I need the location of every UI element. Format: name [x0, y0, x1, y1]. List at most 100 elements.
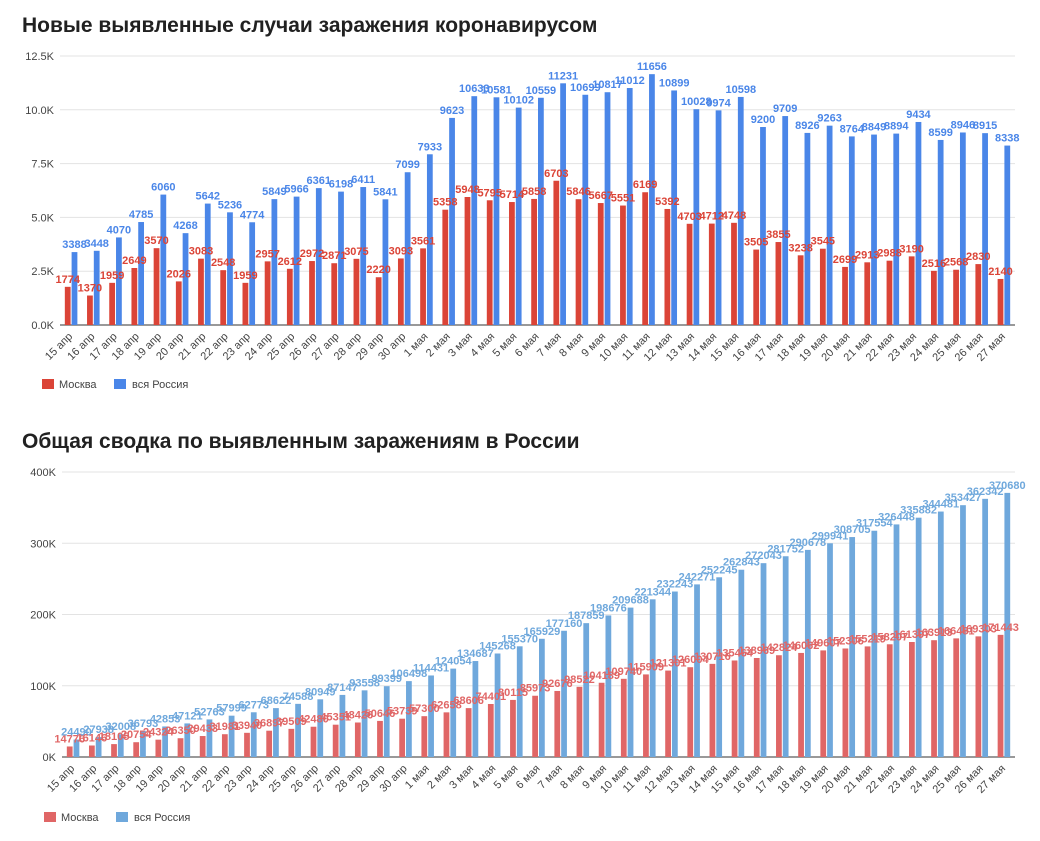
- bar-moscow: [597, 203, 604, 325]
- bar-russia: [138, 222, 145, 325]
- bar-russia: [782, 116, 789, 325]
- bar-russia: [382, 199, 389, 325]
- data-label-russia: 32008: [105, 721, 136, 733]
- data-label-moscow: 26350: [165, 725, 196, 737]
- bar-russia: [516, 646, 523, 757]
- bar-russia: [539, 638, 545, 757]
- bar-moscow: [155, 739, 162, 757]
- data-label-russia: 24490: [61, 727, 92, 739]
- x-tick-label: 5 мая: [492, 763, 521, 792]
- bar-russia: [450, 668, 457, 757]
- bar-moscow: [377, 720, 383, 757]
- data-label-russia: 10699: [570, 82, 601, 94]
- bar-russia: [428, 675, 434, 757]
- bar-russia: [295, 703, 301, 757]
- data-label-moscow: 6703: [544, 168, 568, 180]
- data-label-moscow: 1774: [55, 274, 80, 286]
- data-label-russia: 4785: [129, 209, 153, 221]
- bar-moscow: [353, 258, 360, 325]
- data-label-moscow: 1370: [78, 283, 102, 295]
- data-label-moscow: 135464: [716, 647, 754, 659]
- data-label-russia: 4774: [240, 209, 265, 221]
- data-label-moscow: 50646: [365, 708, 396, 720]
- data-label-russia: 9623: [440, 105, 464, 117]
- data-label-moscow: 3505: [744, 237, 768, 249]
- data-label-russia: 5841: [373, 186, 397, 198]
- bar-moscow: [443, 712, 450, 757]
- bar-russia: [472, 661, 479, 757]
- data-label-moscow: 115909: [628, 661, 664, 673]
- bar-russia: [249, 222, 256, 325]
- bar-russia: [317, 699, 324, 757]
- data-label-russia: 3448: [84, 238, 108, 250]
- data-label-moscow: 2026: [167, 268, 191, 280]
- data-label-moscow: 158207: [871, 631, 908, 643]
- bar-russia: [848, 136, 855, 325]
- data-label-russia: 124054: [435, 656, 473, 668]
- data-label-russia: 221344: [634, 586, 672, 598]
- x-tick-label: 4 мая: [469, 763, 498, 792]
- bar-moscow: [664, 208, 671, 325]
- data-label-moscow: 2972: [300, 248, 324, 260]
- legend-swatch-moscow: [44, 812, 56, 822]
- data-label-russia: 252245: [701, 564, 738, 576]
- data-label-russia: 27938: [83, 724, 114, 736]
- bar-moscow: [797, 255, 804, 325]
- data-label-russia: 4070: [107, 224, 131, 236]
- data-label-moscow: 5714: [500, 189, 525, 201]
- data-label-russia: 10102: [503, 95, 534, 107]
- bar-russia: [893, 133, 900, 325]
- data-label-moscow: 5358: [433, 197, 457, 209]
- bar-russia: [73, 739, 80, 757]
- legend-swatch-moscow: [42, 379, 54, 389]
- data-label-moscow: 146062: [783, 640, 820, 652]
- bar-moscow: [576, 686, 583, 757]
- bar-moscow: [820, 650, 827, 757]
- data-label-moscow: 3075: [344, 246, 368, 258]
- data-label-moscow: 24324: [143, 727, 174, 739]
- y-tick-label: 2.5K: [31, 266, 54, 278]
- data-label-moscow: 36897: [254, 718, 285, 730]
- data-label-russia: 57999: [216, 703, 247, 715]
- data-label-russia: 335882: [900, 505, 937, 517]
- bar-russia: [250, 712, 257, 757]
- data-label-moscow: 166481: [938, 625, 975, 637]
- data-label-moscow: 5846: [566, 186, 590, 198]
- bar-moscow: [819, 248, 826, 325]
- bar-russia: [671, 591, 678, 757]
- bar-russia: [227, 212, 233, 325]
- y-tick-label: 0.0K: [31, 320, 54, 332]
- bar-moscow: [177, 738, 184, 757]
- bar-moscow: [997, 634, 1004, 757]
- data-label-russia: 281752: [767, 543, 804, 555]
- data-label-moscow: 5795: [477, 187, 501, 199]
- data-label-russia: 8915: [973, 120, 997, 132]
- bar-moscow: [331, 263, 338, 325]
- bar-russia: [627, 607, 634, 757]
- bar-moscow: [665, 670, 671, 757]
- x-tick-label: 4 мая: [468, 331, 497, 360]
- data-label-moscow: 2516: [922, 258, 946, 270]
- bar-moscow: [486, 200, 493, 325]
- data-label-moscow: 121301: [650, 658, 687, 670]
- data-label-russia: 8764: [840, 123, 865, 135]
- data-label-russia: 134687: [457, 648, 494, 660]
- data-label-moscow: 4703: [677, 211, 701, 223]
- data-label-russia: 9263: [817, 113, 841, 125]
- data-label-russia: 80949: [305, 686, 336, 698]
- data-label-moscow: 48426: [343, 709, 374, 721]
- bar-moscow: [288, 728, 295, 757]
- data-label-moscow: 5667: [588, 190, 612, 202]
- bar-russia: [605, 615, 612, 757]
- data-label-moscow: 5948: [455, 184, 479, 196]
- data-label-moscow: 152306: [827, 635, 864, 647]
- data-label-russia: 9709: [773, 103, 797, 115]
- bar-russia: [804, 132, 811, 325]
- legend-label-moscow: Москва: [61, 812, 99, 824]
- data-label-russia: 290678: [789, 537, 826, 549]
- bar-russia: [471, 96, 478, 325]
- bar-russia: [626, 88, 633, 325]
- bar-russia: [760, 563, 767, 757]
- bar-russia: [693, 109, 700, 325]
- bar-moscow: [266, 730, 273, 757]
